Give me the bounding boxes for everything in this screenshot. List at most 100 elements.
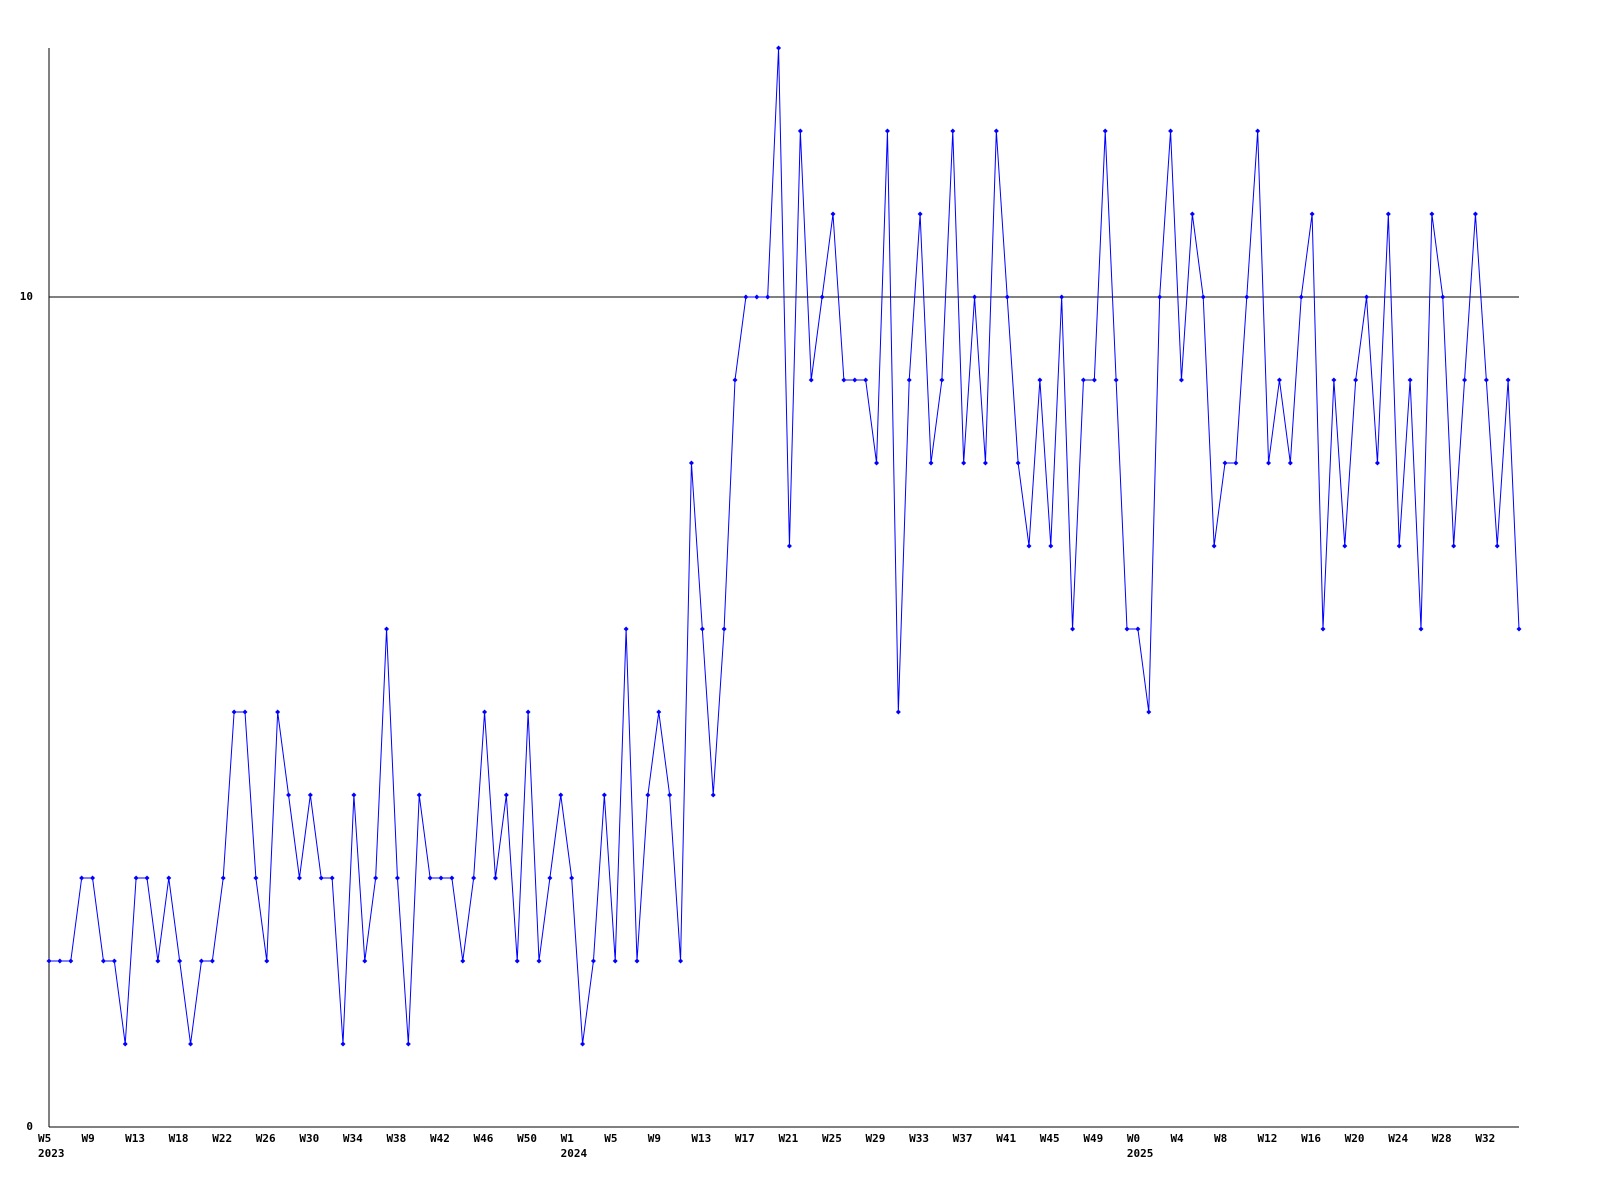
point-marker bbox=[1178, 377, 1184, 383]
point-marker bbox=[68, 958, 74, 964]
x-tick-label: W16 bbox=[1301, 1132, 1321, 1145]
point-marker bbox=[1287, 460, 1293, 466]
point-marker bbox=[438, 875, 444, 881]
point-marker bbox=[362, 958, 368, 964]
x-tick-label: W13 bbox=[125, 1132, 145, 1145]
year-label: 2025 bbox=[1127, 1147, 1154, 1160]
point-marker bbox=[819, 294, 825, 300]
x-tick-label: W37 bbox=[953, 1132, 973, 1145]
point-marker bbox=[1320, 626, 1326, 632]
point-marker bbox=[177, 958, 183, 964]
x-tick-label: W25 bbox=[822, 1132, 842, 1145]
point-marker bbox=[569, 875, 575, 881]
point-marker bbox=[1233, 460, 1239, 466]
point-marker bbox=[1157, 294, 1163, 300]
point-marker bbox=[296, 875, 302, 881]
point-marker bbox=[786, 543, 792, 549]
point-marker bbox=[678, 958, 684, 964]
year-label: 2024 bbox=[561, 1147, 588, 1160]
point-marker bbox=[482, 709, 488, 715]
point-marker bbox=[1244, 294, 1250, 300]
point-marker bbox=[449, 875, 455, 881]
point-marker bbox=[1331, 377, 1337, 383]
point-marker bbox=[906, 377, 912, 383]
x-tick-label: W17 bbox=[735, 1132, 755, 1145]
point-marker bbox=[514, 958, 520, 964]
point-marker bbox=[220, 875, 226, 881]
point-marker bbox=[351, 792, 357, 798]
point-marker bbox=[928, 460, 934, 466]
point-marker bbox=[1462, 377, 1468, 383]
point-marker bbox=[307, 792, 313, 798]
x-tick-label: W1 bbox=[561, 1132, 575, 1145]
point-marker bbox=[275, 709, 281, 715]
x-tick-label: W50 bbox=[517, 1132, 537, 1145]
point-marker bbox=[645, 792, 651, 798]
x-tick-label: W33 bbox=[909, 1132, 929, 1145]
point-marker bbox=[580, 1041, 586, 1047]
point-marker bbox=[525, 709, 531, 715]
point-marker bbox=[874, 460, 880, 466]
point-marker bbox=[1505, 377, 1511, 383]
point-marker bbox=[286, 792, 292, 798]
point-marker bbox=[318, 875, 324, 881]
point-marker bbox=[776, 45, 782, 51]
point-marker bbox=[623, 626, 629, 632]
x-tick-label: W9 bbox=[82, 1132, 95, 1145]
point-marker bbox=[1026, 543, 1032, 549]
point-marker bbox=[710, 792, 716, 798]
point-marker bbox=[536, 958, 542, 964]
point-marker bbox=[242, 709, 248, 715]
point-marker bbox=[547, 875, 553, 881]
x-tick-label: W0 bbox=[1127, 1132, 1140, 1145]
point-marker bbox=[1189, 211, 1195, 217]
point-marker bbox=[144, 875, 150, 881]
data-line bbox=[49, 47, 1520, 1045]
point-marker bbox=[166, 875, 172, 881]
point-marker bbox=[895, 709, 901, 715]
point-marker bbox=[612, 958, 618, 964]
point-marker bbox=[765, 294, 771, 300]
y-tick-label: 0 bbox=[26, 1120, 33, 1133]
point-marker bbox=[384, 626, 390, 632]
x-tick-label: W8 bbox=[1214, 1132, 1227, 1145]
x-tick-label: W22 bbox=[212, 1132, 232, 1145]
point-marker bbox=[427, 875, 433, 881]
point-marker bbox=[1091, 377, 1097, 383]
point-marker bbox=[656, 709, 662, 715]
point-marker bbox=[1440, 294, 1446, 300]
point-marker bbox=[1059, 294, 1065, 300]
point-marker bbox=[1102, 128, 1108, 134]
point-marker bbox=[1342, 543, 1348, 549]
point-marker bbox=[558, 792, 564, 798]
point-marker bbox=[253, 875, 259, 881]
point-marker bbox=[830, 211, 836, 217]
point-marker bbox=[1374, 460, 1380, 466]
point-marker bbox=[1472, 211, 1478, 217]
point-marker bbox=[1070, 626, 1076, 632]
point-marker bbox=[1211, 543, 1217, 549]
point-marker bbox=[1364, 294, 1370, 300]
x-tick-label: W24 bbox=[1388, 1132, 1408, 1145]
x-tick-label: W49 bbox=[1083, 1132, 1103, 1145]
x-tick-label: W46 bbox=[474, 1132, 494, 1145]
point-marker bbox=[1418, 626, 1424, 632]
point-marker bbox=[503, 792, 509, 798]
point-marker bbox=[1146, 709, 1152, 715]
point-marker bbox=[688, 460, 694, 466]
point-marker bbox=[808, 377, 814, 383]
point-marker bbox=[1516, 626, 1522, 632]
point-marker bbox=[133, 875, 139, 881]
point-marker bbox=[79, 875, 85, 881]
x-tick-label: W42 bbox=[430, 1132, 450, 1145]
point-marker bbox=[1135, 626, 1141, 632]
x-tick-label: W5 bbox=[604, 1132, 617, 1145]
point-marker bbox=[264, 958, 270, 964]
point-marker bbox=[231, 709, 237, 715]
point-marker bbox=[1353, 377, 1359, 383]
point-marker bbox=[1385, 211, 1391, 217]
point-marker bbox=[841, 377, 847, 383]
point-marker bbox=[1451, 543, 1457, 549]
point-marker bbox=[460, 958, 466, 964]
point-marker bbox=[416, 792, 422, 798]
